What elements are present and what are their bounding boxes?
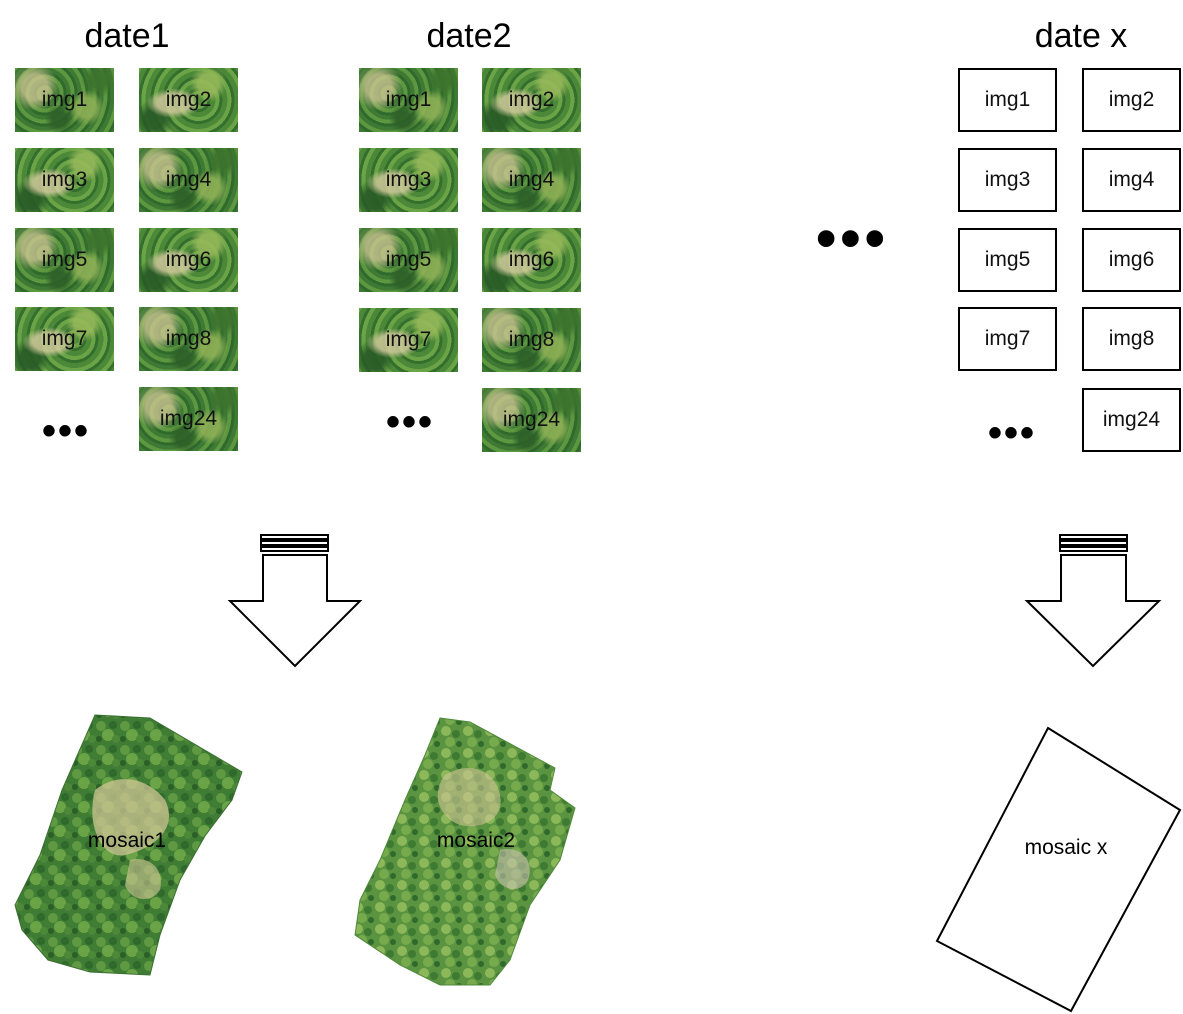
datex-image-placeholder: img8 xyxy=(1082,307,1181,371)
date2-image-tile: img3 xyxy=(359,148,458,212)
datex-image-placeholder: img5 xyxy=(958,228,1057,292)
datex-image-placeholder: img2 xyxy=(1082,68,1181,132)
date2-image-tile: img5 xyxy=(359,228,458,292)
datex-merge-arrow xyxy=(1024,534,1162,668)
date1-image-tile: img5 xyxy=(15,228,114,292)
date1-image-tile: img1 xyxy=(15,68,114,132)
datex-image-placeholder: img7 xyxy=(958,307,1057,371)
date1-image-tile: img7 xyxy=(15,307,114,371)
date1-merge-arrow xyxy=(227,534,363,668)
mosaicx-label: mosaic x xyxy=(1024,836,1108,859)
date2-title: date2 xyxy=(426,17,512,55)
date2-image-tile: img4 xyxy=(482,148,581,212)
datex-image-placeholder: img6 xyxy=(1082,228,1181,292)
mosaicx-outline xyxy=(935,726,1182,1013)
datex-title: date x xyxy=(1034,17,1128,55)
date1-image-tile: img3 xyxy=(15,148,114,212)
mosaic2-image xyxy=(354,717,576,986)
date1-image-tile: img8 xyxy=(139,307,238,371)
datex-image-placeholder: img24 xyxy=(1082,388,1181,452)
date1-image-tile: img4 xyxy=(139,148,238,212)
datex-image-placeholder: img4 xyxy=(1082,148,1181,212)
date1-image-tile: img24 xyxy=(139,387,238,451)
date1-title: date1 xyxy=(84,17,170,55)
datex-image-placeholder: img1 xyxy=(958,68,1057,132)
date1-image-tile: img2 xyxy=(139,68,238,132)
date2-image-tile: img8 xyxy=(482,308,581,372)
mosaic1-image xyxy=(14,714,243,976)
date2-image-tile: img6 xyxy=(482,228,581,292)
date2-image-tile: img2 xyxy=(482,68,581,132)
date2-image-tile: img7 xyxy=(359,308,458,372)
date1-image-tile: img6 xyxy=(139,228,238,292)
mosaic1-label: mosaic1 xyxy=(87,829,167,852)
mosaic2-label: mosaic2 xyxy=(436,829,516,852)
date2-image-tile: img24 xyxy=(482,388,581,452)
datex-image-placeholder: img3 xyxy=(958,148,1057,212)
date2-image-tile: img1 xyxy=(359,68,458,132)
